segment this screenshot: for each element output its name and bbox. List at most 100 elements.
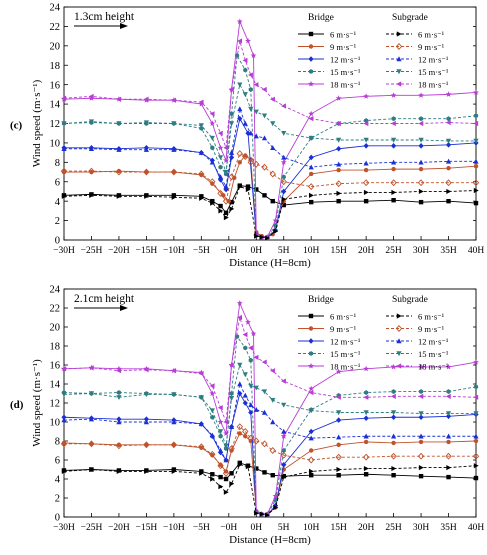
data-point <box>209 408 215 414</box>
data-point <box>363 198 369 204</box>
legend-label: 18 m·s⁻¹ <box>418 361 449 371</box>
data-point <box>308 428 314 435</box>
legend-subgrade-1-marker <box>395 43 403 50</box>
x-tick-label: −25H <box>81 246 103 256</box>
data-point <box>242 428 249 435</box>
x-tick-label: −10H <box>163 523 185 533</box>
data-point <box>144 193 150 199</box>
x-tick-label: −5H <box>193 523 210 533</box>
data-point <box>281 103 286 109</box>
legend-bridge-2-marker <box>308 56 314 62</box>
series-subgrade-7 <box>61 106 479 189</box>
series-bridge-3 <box>61 334 479 518</box>
x-tick-label: 5H <box>278 246 290 256</box>
y-axis-label: Wind speed (m·s⁻¹) <box>31 79 43 167</box>
x-tick-label: −0H <box>220 523 237 533</box>
data-point <box>446 465 452 471</box>
data-point <box>248 72 253 78</box>
data-point <box>223 169 229 175</box>
legend-subgrade-2-marker <box>396 56 402 62</box>
y-tick-label: 24 <box>50 285 61 296</box>
data-point <box>228 149 235 155</box>
data-point <box>236 423 244 431</box>
data-point <box>446 165 451 171</box>
data-point <box>445 179 452 187</box>
data-point <box>281 188 287 195</box>
data-point <box>248 409 254 416</box>
data-point <box>363 415 369 421</box>
y-axis-label: Wind speed (m·s⁻¹) <box>31 359 43 447</box>
data-point <box>273 228 279 234</box>
legend-label: 15 m·s⁻¹ <box>330 67 361 77</box>
data-point <box>418 137 424 143</box>
data-point <box>336 410 342 416</box>
data-point <box>391 410 397 416</box>
series-subgrade-8 <box>61 82 479 175</box>
data-point <box>336 145 342 152</box>
data-point <box>198 370 204 377</box>
data-point <box>116 121 122 127</box>
data-point <box>248 87 253 92</box>
x-tick-label: 30H <box>413 246 430 256</box>
data-point <box>308 385 315 392</box>
data-point <box>199 469 204 474</box>
y-tick-label: 12 <box>50 119 61 130</box>
data-point <box>259 511 265 517</box>
data-point <box>242 92 248 98</box>
data-point <box>473 384 479 390</box>
legend-label: 18 m·s⁻¹ <box>418 79 449 89</box>
legend-label: 9 m·s⁻¹ <box>418 324 445 334</box>
data-point <box>210 472 215 477</box>
y-tick-label: 16 <box>50 361 61 372</box>
data-point <box>473 113 479 119</box>
series-subgrade-7 <box>61 381 479 463</box>
data-point <box>336 190 342 196</box>
data-point <box>363 465 369 472</box>
data-point <box>209 111 215 117</box>
y-tick-label: 20 <box>50 323 61 334</box>
y-tick-label: 8 <box>55 158 60 169</box>
data-point <box>237 160 242 165</box>
data-point <box>445 433 452 439</box>
data-point <box>61 414 67 421</box>
data-point <box>445 452 452 460</box>
data-point <box>143 120 149 126</box>
data-point <box>171 121 177 127</box>
legend-bridge-4-marker <box>308 362 314 369</box>
data-point <box>88 416 95 422</box>
data-point <box>209 432 215 438</box>
data-point <box>217 144 224 151</box>
data-point <box>445 393 451 399</box>
data-point <box>418 159 424 165</box>
data-point <box>237 460 242 466</box>
data-point <box>223 145 229 151</box>
data-point <box>270 473 275 478</box>
legend-bridge-3-marker <box>308 69 314 74</box>
data-point <box>243 345 248 351</box>
data-point <box>308 164 314 170</box>
data-point <box>242 153 249 160</box>
data-point <box>418 433 424 439</box>
data-point <box>270 419 276 425</box>
data-point <box>335 120 341 127</box>
data-point <box>273 504 279 511</box>
data-point <box>418 199 424 205</box>
data-point <box>236 150 244 158</box>
data-point <box>391 465 397 472</box>
data-point <box>248 402 254 408</box>
data-point <box>259 234 265 240</box>
data-point <box>223 210 229 216</box>
data-point <box>116 368 122 374</box>
series-bridge-2 <box>61 115 479 241</box>
y-tick-label: 2 <box>55 494 60 505</box>
data-point <box>116 147 122 152</box>
data-point <box>390 393 396 399</box>
series-bridge-4 <box>61 18 479 240</box>
data-point <box>473 463 479 469</box>
data-point <box>254 233 259 239</box>
x-tick-label: 15H <box>330 246 347 256</box>
data-point <box>210 145 215 151</box>
x-tick-label: −20H <box>108 246 130 256</box>
data-point <box>445 142 452 148</box>
x-tick-label: 40H <box>468 523 485 533</box>
